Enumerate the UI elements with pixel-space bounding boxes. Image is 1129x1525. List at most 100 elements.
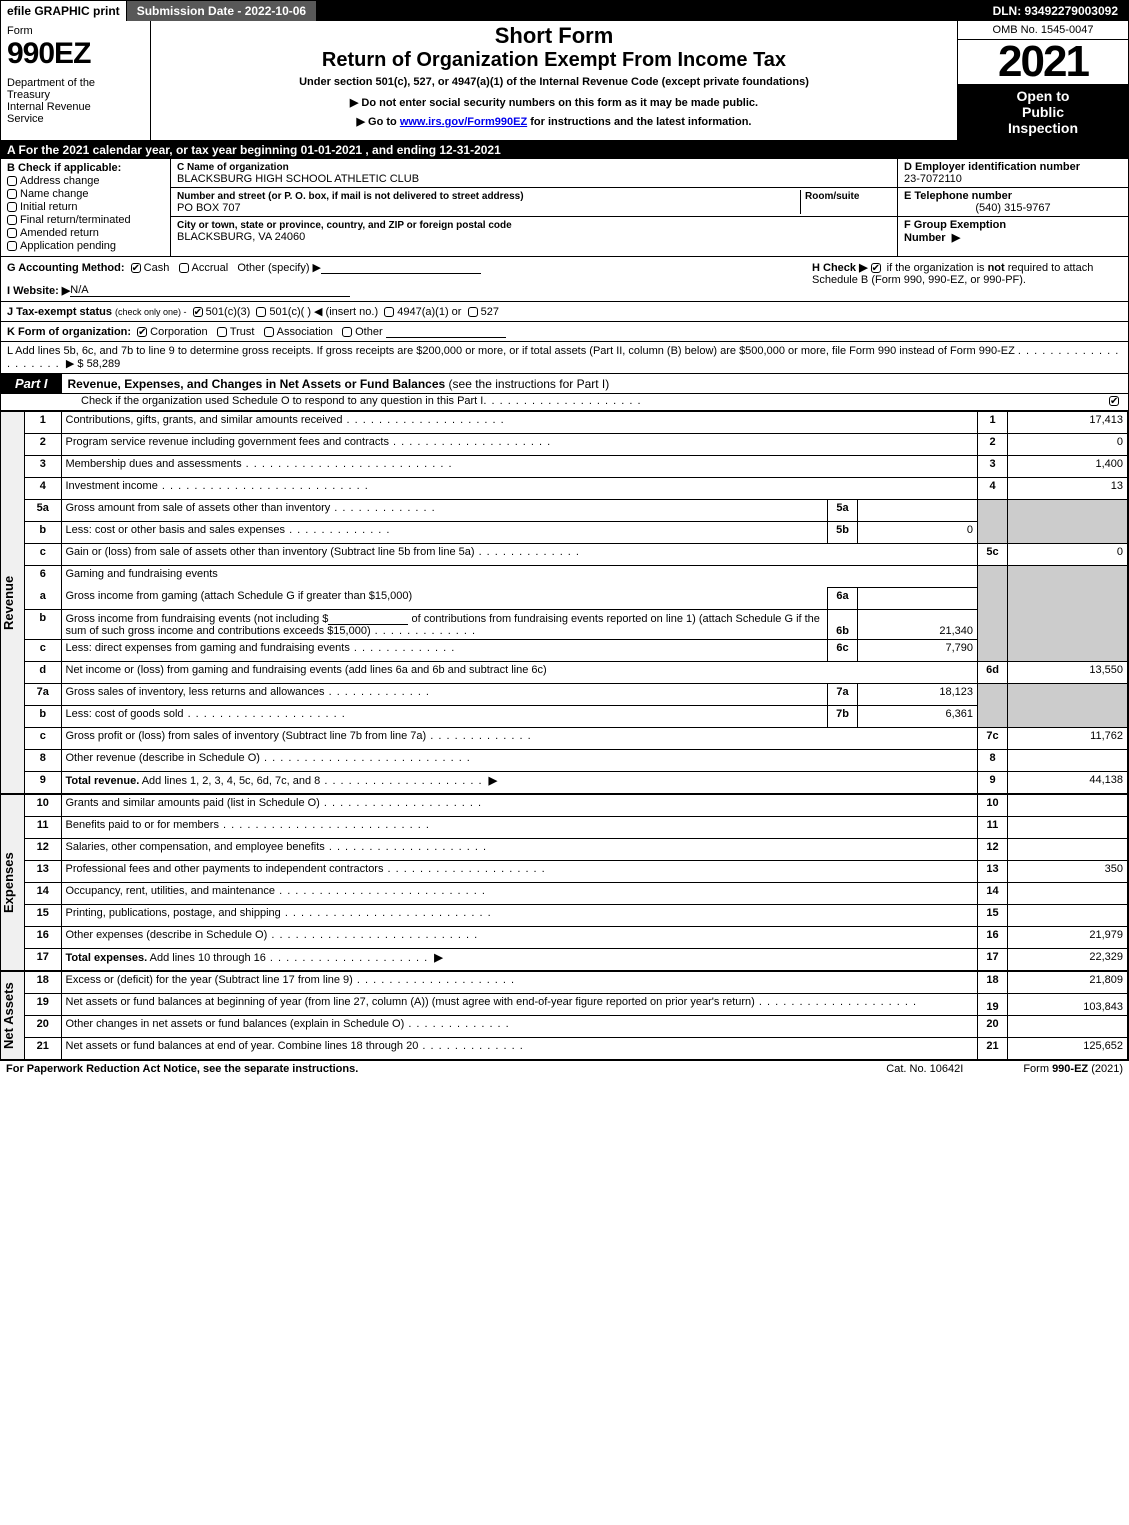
line-7b: bLess: cost of goods sold7b6,361	[25, 706, 1128, 728]
telephone-value: (540) 315-9767	[904, 202, 1122, 214]
opt-cash: Cash	[144, 262, 170, 274]
revenue-sidelabel: Revenue	[1, 411, 25, 794]
checkbox-name-change[interactable]	[7, 189, 17, 199]
line-9: 9Total revenue. Add lines 1, 2, 3, 4, 5c…	[25, 772, 1128, 794]
line-5c: cGain or (loss) from sale of assets othe…	[25, 544, 1128, 566]
opt-final-return: Final return/terminated	[20, 214, 131, 226]
line-7a: 7aGross sales of inventory, less returns…	[25, 684, 1128, 706]
line-7c: cGross profit or (loss) from sales of in…	[25, 728, 1128, 750]
dln-label: DLN: 93492279003092	[983, 1, 1128, 21]
line-i: I Website: ▶N/A	[7, 284, 812, 297]
checkbox-cash[interactable]	[131, 263, 141, 273]
line-16: 16Other expenses (describe in Schedule O…	[25, 927, 1128, 949]
department-label: Department of theTreasuryInternal Revenu…	[7, 77, 144, 125]
line-4: 4Investment income413	[25, 478, 1128, 500]
line-5a: 5aGross amount from sale of assets other…	[25, 500, 1128, 522]
line-13: 13Professional fees and other payments t…	[25, 861, 1128, 883]
form-number: 990EZ	[7, 37, 144, 71]
line-1: 1Contributions, gifts, grants, and simil…	[25, 412, 1128, 434]
line-j: J Tax-exempt status (check only one) - 5…	[1, 302, 1128, 322]
website-value: N/A	[70, 284, 350, 297]
section-c-to-f: C Name of organization BLACKSBURG HIGH S…	[171, 159, 1128, 256]
line-21: 21Net assets or fund balances at end of …	[25, 1038, 1128, 1060]
expenses-sidelabel: Expenses	[1, 794, 25, 971]
checkbox-amended-return[interactable]	[7, 228, 17, 238]
line-12: 12Salaries, other compensation, and empl…	[25, 839, 1128, 861]
line-a-calendar-year: A For the 2021 calendar year, or tax yea…	[1, 141, 1128, 159]
sched-o-dots	[483, 395, 641, 407]
ein-value: 23-7072110	[904, 173, 962, 185]
i-label: I Website: ▶	[7, 285, 70, 297]
checkbox-corporation[interactable]	[137, 327, 147, 337]
line-6d: dNet income or (loss) from gaming and fu…	[25, 662, 1128, 684]
checkbox-other-org[interactable]	[342, 327, 352, 337]
top-bar: efile GRAPHIC print Submission Date - 20…	[1, 1, 1128, 21]
checkbox-application-pending[interactable]	[7, 241, 17, 251]
checkbox-trust[interactable]	[217, 327, 227, 337]
checkbox-527[interactable]	[468, 307, 478, 317]
checkbox-initial-return[interactable]	[7, 202, 17, 212]
section-c: C Name of organization BLACKSBURG HIGH S…	[171, 159, 898, 256]
line-6a: aGross income from gaming (attach Schedu…	[25, 588, 1128, 610]
page-footer: For Paperwork Reduction Act Notice, see …	[0, 1061, 1129, 1077]
other-specify-input[interactable]	[321, 261, 481, 274]
street-value: PO BOX 707	[177, 202, 241, 214]
opt-application-pending: Application pending	[20, 240, 116, 252]
netassets-group: Net Assets 18Excess or (deficit) for the…	[1, 971, 1128, 1060]
checkbox-final-return[interactable]	[7, 215, 17, 225]
row-city: City or town, state or province, country…	[171, 217, 897, 245]
irs-link[interactable]: www.irs.gov/Form990EZ	[400, 116, 527, 128]
k-label: K Form of organization:	[7, 326, 131, 338]
tax-year: 2021	[958, 40, 1128, 84]
section-b-title: B Check if applicable:	[7, 162, 121, 174]
line-17: 17Total expenses. Add lines 10 through 1…	[25, 949, 1128, 971]
form-word: Form	[7, 25, 144, 37]
city-label: City or town, state or province, country…	[177, 220, 512, 231]
checkbox-4947[interactable]	[384, 307, 394, 317]
opt-initial-return: Initial return	[20, 201, 77, 213]
line-14: 14Occupancy, rent, utilities, and mainte…	[25, 883, 1128, 905]
opt-527: 527	[481, 306, 499, 318]
opt-501c3: 501(c)(3)	[206, 306, 251, 318]
line-11: 11Benefits paid to or for members11	[25, 817, 1128, 839]
header-left: Form 990EZ Department of theTreasuryInte…	[1, 21, 151, 140]
g-label: G Accounting Method:	[7, 262, 125, 274]
part-i-title-text: Revenue, Expenses, and Changes in Net As…	[68, 377, 446, 391]
checkbox-accrual[interactable]	[179, 263, 189, 273]
opt-name-change: Name change	[20, 188, 89, 200]
netassets-sidelabel: Net Assets	[1, 971, 25, 1060]
efile-print-label[interactable]: efile GRAPHIC print	[1, 1, 127, 21]
checkbox-address-change[interactable]	[7, 176, 17, 186]
row-street: Number and street (or P. O. box, if mail…	[171, 188, 897, 217]
submission-date-label: Submission Date - 2022-10-06	[127, 1, 317, 21]
return-of-title: Return of Organization Exempt From Incom…	[157, 49, 951, 72]
d-label: D Employer identification number	[904, 161, 1080, 173]
form-version: Form 990-EZ (2021)	[1023, 1063, 1123, 1075]
revenue-group: Revenue 1Contributions, gifts, grants, a…	[1, 411, 1128, 794]
checkbox-association[interactable]	[264, 327, 274, 337]
checkbox-501c[interactable]	[256, 307, 266, 317]
checkbox-h[interactable]	[871, 263, 881, 273]
part-i-schedule-o: Check if the organization used Schedule …	[1, 394, 1128, 411]
checkbox-501c3[interactable]	[193, 307, 203, 317]
header-middle: Short Form Return of Organization Exempt…	[151, 21, 958, 140]
section-def: D Employer identification number 23-7072…	[898, 159, 1128, 256]
checkbox-schedule-o[interactable]	[1109, 396, 1119, 406]
part-i-tab: Part I	[1, 374, 62, 393]
section-b: B Check if applicable: Address change Na…	[1, 159, 171, 256]
goto-text: ▶ Go to www.irs.gov/Form990EZ for instru…	[157, 115, 951, 128]
form-header: Form 990EZ Department of theTreasuryInte…	[1, 21, 1128, 141]
open-to-public-inspection: Open toPublicInspection	[958, 84, 1128, 140]
line-10: 10Grants and similar amounts paid (list …	[25, 795, 1128, 817]
line-20: 20Other changes in net assets or fund ba…	[25, 1016, 1128, 1038]
line-l: L Add lines 5b, 6c, and 7b to line 9 to …	[1, 342, 1128, 374]
line-k: K Form of organization: Corporation Trus…	[1, 322, 1128, 342]
line-5b: bLess: cost or other basis and sales exp…	[25, 522, 1128, 544]
do-not-enter-text: ▶ Do not enter social security numbers o…	[157, 96, 951, 109]
line-g-h: G Accounting Method: Cash Accrual Other …	[1, 257, 1128, 302]
other-org-input[interactable]	[386, 325, 506, 338]
j-label: J Tax-exempt status	[7, 306, 112, 318]
opt-corporation: Corporation	[150, 326, 207, 338]
line-h: H Check ▶ if the organization is not req…	[812, 261, 1122, 297]
catalog-number: Cat. No. 10642I	[886, 1063, 963, 1075]
